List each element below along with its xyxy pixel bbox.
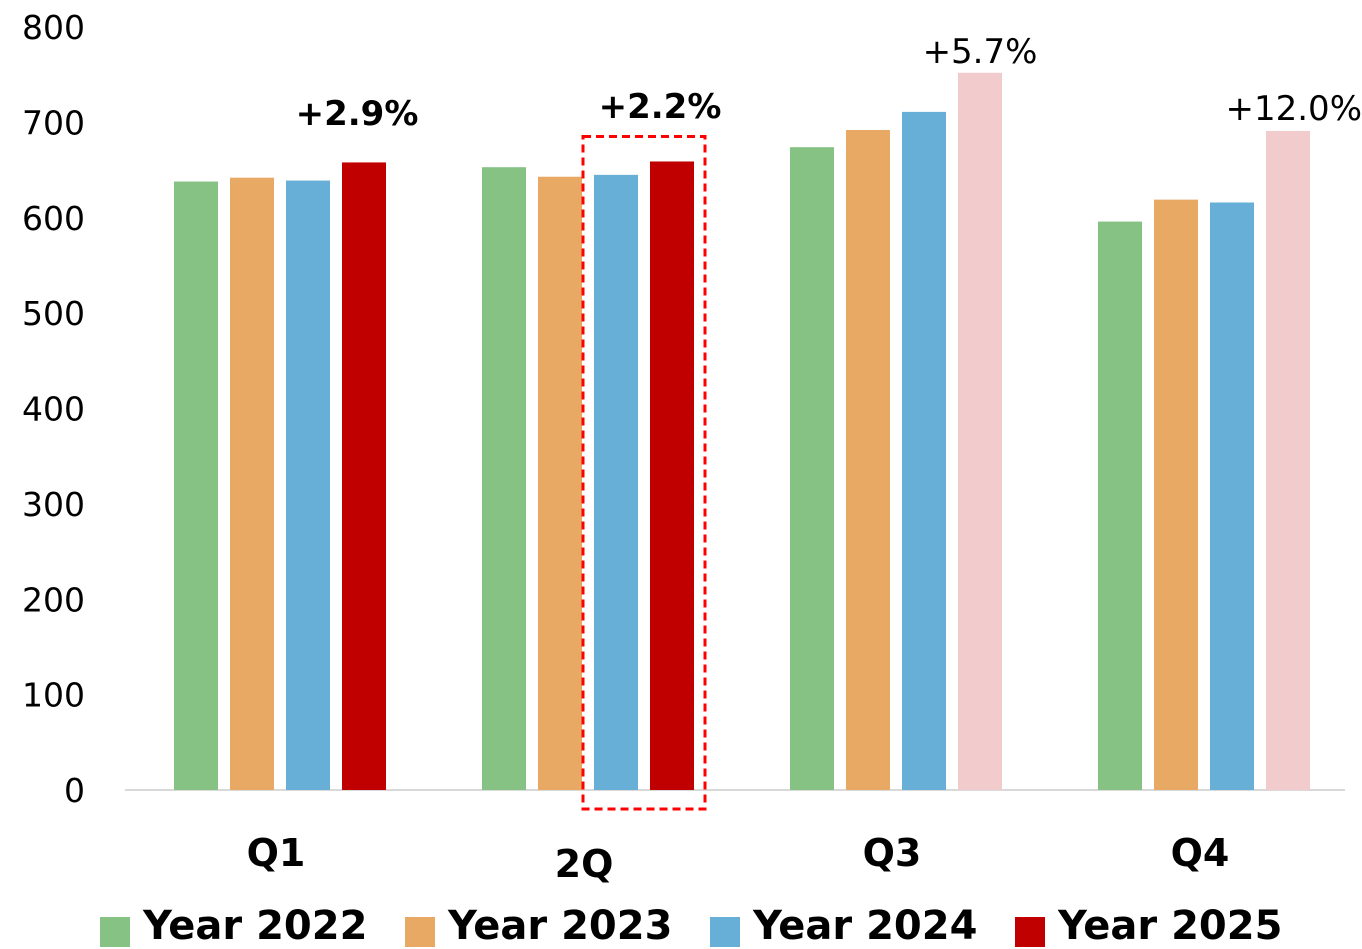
bar [482, 167, 526, 791]
growth-annotation: +2.2% [599, 87, 722, 127]
bar [230, 177, 274, 790]
growth-annotation: +2.9% [296, 94, 419, 134]
bar [1098, 221, 1142, 790]
bar [958, 72, 1002, 790]
legend-label: Year 2023 [447, 903, 672, 949]
legend-swatch [1015, 917, 1045, 947]
y-tick-label: 700 [22, 103, 85, 142]
highlight-box [581, 134, 707, 811]
bar [538, 176, 582, 790]
y-axis-ticks: 0 100 200 300 400 500 600 700 800 [22, 8, 85, 810]
legend-label: Year 2024 [752, 903, 977, 949]
bar [650, 161, 694, 790]
legend-label: Year 2022 [142, 903, 367, 949]
bar [846, 130, 890, 790]
growth-annotation: +5.7% [923, 32, 1038, 72]
y-tick-label: 600 [22, 199, 85, 238]
bar [902, 111, 946, 791]
y-tick-label: 500 [22, 294, 85, 333]
y-tick-label: 100 [22, 676, 85, 715]
x-category-label: Q1 [247, 831, 306, 875]
y-tick-label: 0 [64, 771, 85, 810]
growth-annotations: +2.9% +2.2% +5.7% +12.0% [296, 32, 1362, 134]
growth-annotation: +12.0% [1226, 89, 1362, 129]
legend-swatch [100, 917, 130, 947]
x-category-label: 2Q [555, 842, 614, 886]
legend: Year 2022 Year 2023 Year 2024 Year 2025 [100, 903, 1282, 949]
y-tick-label: 400 [22, 390, 85, 429]
bar [174, 181, 218, 790]
bars [174, 72, 1310, 791]
bar [1266, 130, 1310, 791]
y-tick-label: 300 [22, 485, 85, 524]
legend-swatch [710, 917, 740, 947]
highlight-dashed-box [581, 134, 707, 811]
legend-swatch [405, 917, 435, 947]
x-axis-categories: Q1 2Q Q3 Q4 [247, 831, 1230, 886]
x-category-label: Q3 [863, 831, 922, 875]
legend-label: Year 2025 [1057, 903, 1282, 949]
y-tick-label: 200 [22, 580, 85, 619]
bar [1154, 199, 1198, 790]
y-tick-label: 800 [22, 8, 85, 47]
bar [594, 174, 638, 791]
bar [1210, 202, 1254, 791]
bar [790, 147, 834, 791]
bar [342, 162, 386, 790]
x-category-label: Q4 [1171, 831, 1230, 875]
bar [286, 180, 330, 790]
